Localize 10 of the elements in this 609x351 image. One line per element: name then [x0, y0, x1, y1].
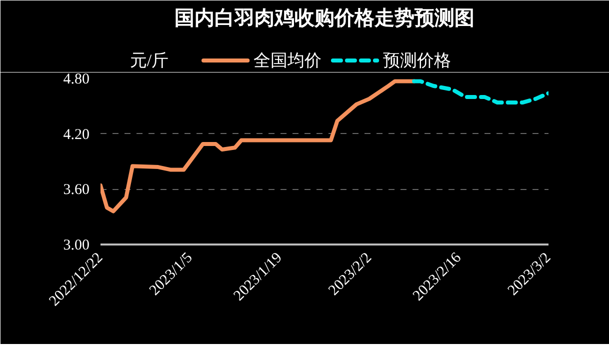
- legend-label: 预测价格: [382, 51, 451, 70]
- line-series: [412, 79, 548, 104]
- line-series: [100, 79, 416, 214]
- legend-label: 全国均价: [254, 51, 322, 70]
- y-axis-title: 元/斤: [130, 51, 169, 70]
- y-tick-label: 4.20: [63, 126, 90, 143]
- y-tick-label: 3.60: [63, 182, 90, 198]
- y-tick-label: 4.80: [63, 72, 90, 88]
- chart-title: 国内白羽肉鸡收购价格走势预测图: [174, 8, 474, 30]
- y-tick-label: 3.00: [63, 238, 90, 254]
